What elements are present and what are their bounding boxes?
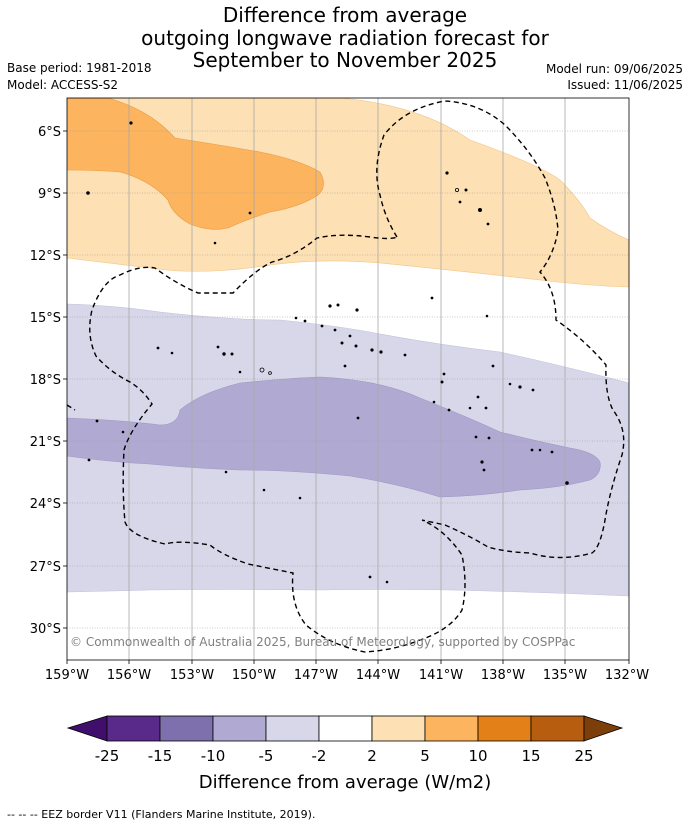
title-line-2: outgoing longwave radiation forecast for xyxy=(141,26,549,50)
colorbar-max-arrow xyxy=(583,715,624,742)
lon-label: 144°W xyxy=(356,668,400,683)
lon-label: 147°W xyxy=(294,668,338,683)
lat-label: 12°S xyxy=(30,249,61,264)
lon-ticks xyxy=(66,660,630,664)
colorbar-tick: -5 xyxy=(259,747,274,765)
colorbar-tick: -2 xyxy=(312,747,327,765)
gridlines xyxy=(67,130,629,629)
lat-label: 18°S xyxy=(30,373,61,388)
colorbar-tick: 25 xyxy=(574,747,593,765)
colorbar-tick: 10 xyxy=(468,747,487,765)
colorbar-min-arrow xyxy=(66,715,108,742)
model-run: Model run: 09/06/2025 xyxy=(545,62,683,76)
colorbar-tick: -10 xyxy=(201,747,226,765)
strong-negative-anomaly xyxy=(67,376,601,498)
lat-label: 6°S xyxy=(38,125,61,140)
colorbar-tick: 5 xyxy=(420,747,430,765)
lat-ticks xyxy=(63,130,67,629)
eez-border-fragment xyxy=(67,404,76,411)
lon-label: 156°W xyxy=(107,668,151,683)
islands xyxy=(86,121,569,584)
map-copyright: © Commonwealth of Australia 2025, Bureau… xyxy=(70,635,575,649)
colorbar-legend xyxy=(66,715,624,742)
strong-positive-anomaly xyxy=(67,98,324,230)
colorbar-tick: -25 xyxy=(95,747,120,765)
lon-label: 138°W xyxy=(481,668,525,683)
title-line-1: Difference from average xyxy=(222,3,468,27)
base-period: Base period: 1981-2018 xyxy=(7,61,152,75)
map-area: © Commonwealth of Australia 2025, Bureau… xyxy=(67,98,629,660)
lon-axis: 159°W 156°W 153°W 150°W 147°W 144°W 141°… xyxy=(45,668,649,683)
colorbar-title: Difference from average (W/m2) xyxy=(199,772,491,793)
lon-label: 141°W xyxy=(419,668,463,683)
lat-axis: 6°S 9°S 12°S 15°S 18°S 21°S 24°S 27°S 30… xyxy=(30,125,61,637)
lon-label: 135°W xyxy=(543,668,587,683)
lat-label: 21°S xyxy=(30,435,61,450)
colorbar-tick: 15 xyxy=(521,747,540,765)
lon-label: 150°W xyxy=(232,668,276,683)
issued-date: Issued: 11/06/2025 xyxy=(567,78,683,92)
model-name: Model: ACCESS-S2 xyxy=(7,78,119,92)
title-line-3: September to November 2025 xyxy=(192,48,498,72)
lat-label: 27°S xyxy=(30,560,61,575)
colorbar-tick: 2 xyxy=(367,747,377,765)
lat-label: 15°S xyxy=(30,311,61,326)
lon-label: 159°W xyxy=(45,668,89,683)
colorbar-tick: -15 xyxy=(148,747,173,765)
lat-label: 30°S xyxy=(30,622,61,637)
eez-footnote: -- -- -- EEZ border V11 (Flanders Marine… xyxy=(7,808,316,821)
map-figure: © Commonwealth of Australia 2025, Bureau… xyxy=(30,97,649,793)
lat-label: 9°S xyxy=(38,187,61,202)
lon-label: 132°W xyxy=(605,668,649,683)
lat-label: 24°S xyxy=(30,497,61,512)
colorbar-ticks: -25 -15 -10 -5 -2 2 5 10 15 25 xyxy=(95,747,594,765)
eez-border-main xyxy=(89,100,625,653)
lon-label: 153°W xyxy=(170,668,214,683)
